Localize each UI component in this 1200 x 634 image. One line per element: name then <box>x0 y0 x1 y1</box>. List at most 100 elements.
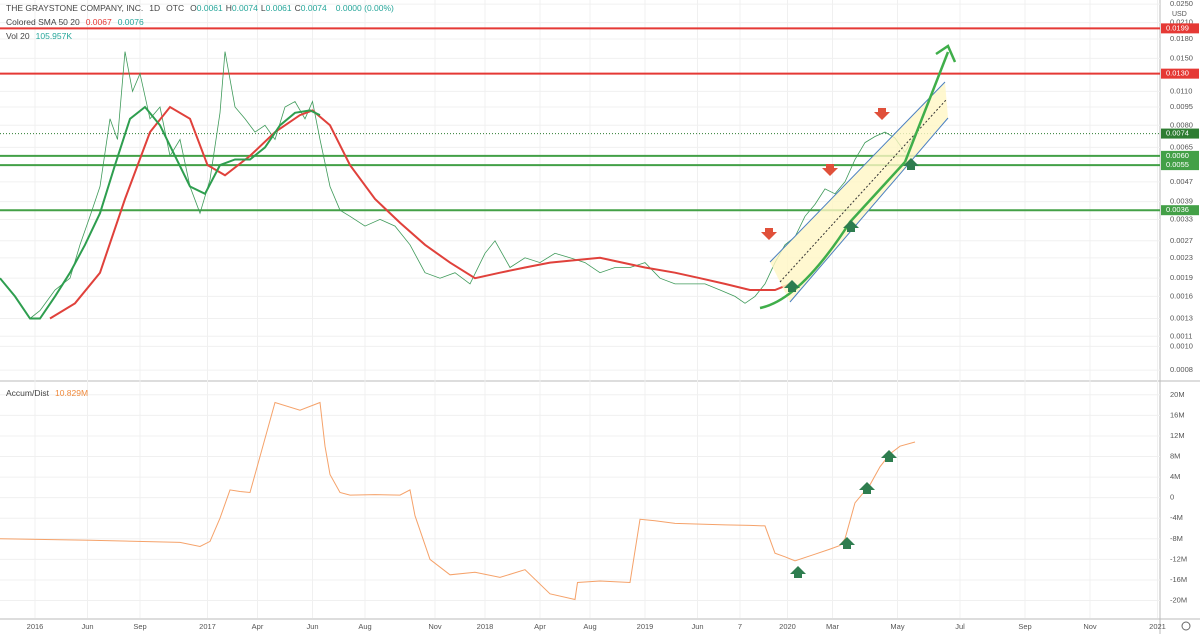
x-tick-label: Mar <box>826 622 839 631</box>
x-tick-label: Jun <box>81 622 93 631</box>
drawings <box>759 44 1191 631</box>
ohlc-key: H <box>225 3 232 13</box>
ad-legend: Accum/Dist 10.829M <box>6 388 88 398</box>
x-tick-label: Jul <box>955 622 965 631</box>
channel-top <box>769 81 946 263</box>
indicator-value: 105.957K <box>35 31 73 41</box>
y-tick-label: -4M <box>1170 513 1183 522</box>
y-tick-label: -20M <box>1170 595 1187 604</box>
level-label: 0.0130 <box>1166 69 1189 78</box>
indicator-value: 0.0067 <box>85 17 112 27</box>
x-tick-label: Apr <box>534 622 546 631</box>
level-label-bg <box>1161 205 1199 216</box>
y-tick-label: 0.0027 <box>1170 236 1193 245</box>
ohlc-key: O <box>190 3 197 13</box>
y-tick-label: 0.0047 <box>1170 177 1193 186</box>
y-tick-label: 0.0019 <box>1170 273 1193 282</box>
level-label-bg <box>1161 23 1199 34</box>
buy-arrows <box>784 158 919 578</box>
ohlc-value: 0.0061 <box>265 3 292 13</box>
indicator-value: 0.0076 <box>117 17 144 27</box>
indicator-name: Vol 20 <box>6 31 30 41</box>
y-tick-label: 0.0150 <box>1170 53 1193 62</box>
level-label: 0.0055 <box>1166 160 1189 169</box>
x-tick-label: 7 <box>738 622 742 631</box>
x-tick-label: Sep <box>1018 622 1031 631</box>
level-label: 0.0060 <box>1166 151 1189 160</box>
x-tick-label: Aug <box>583 622 596 631</box>
x-tick-label: 2019 <box>637 622 654 631</box>
y-tick-label: 0.0033 <box>1170 214 1193 223</box>
last-price-label: 0.0074 <box>1166 129 1189 138</box>
x-tick-label: 2017 <box>199 622 216 631</box>
y-tick-label: 0.0180 <box>1170 34 1193 43</box>
y-tick-label: -8M <box>1170 534 1183 543</box>
x-tick-label: May <box>890 622 904 631</box>
y-tick-label: 0.0210 <box>1170 18 1193 27</box>
y-tick-label: 0.0065 <box>1170 142 1193 151</box>
symbol-legend: THE GRAYSTONE COMPANY, INC. 1D OTC O0.00… <box>6 3 394 13</box>
interval: 1D <box>149 3 161 13</box>
y-tick-label: -12M <box>1170 554 1187 563</box>
x-tick-label: 2018 <box>477 622 494 631</box>
sell-arrows <box>761 108 890 240</box>
y-tick-label: 0.0008 <box>1170 365 1193 374</box>
level-label: 0.0199 <box>1166 23 1189 32</box>
arrow-head <box>935 44 957 63</box>
y-tick-label: 16M <box>1170 410 1185 419</box>
indicator-value: 10.829M <box>54 388 89 398</box>
series-line <box>0 105 321 320</box>
projection-arrow <box>903 51 950 163</box>
x-tick-label: 2016 <box>27 622 44 631</box>
channel-fill <box>770 82 948 302</box>
x-tick-label: Nov <box>428 622 442 631</box>
y-tick-label: 0.0080 <box>1170 120 1193 129</box>
level-label-bg <box>1161 150 1199 161</box>
y-tick-label: 4M <box>1170 472 1180 481</box>
ohlc-value: 0.0061 <box>196 3 223 13</box>
indicator-name: Accum/Dist <box>6 388 49 398</box>
y-tick-label: 8M <box>1170 451 1180 460</box>
symbol-title: THE GRAYSTONE COMPANY, INC. <box>6 3 144 13</box>
level-label: 0.0036 <box>1166 205 1189 214</box>
y-tick-label: -16M <box>1170 575 1187 584</box>
x-tick-label: Jun <box>691 622 703 631</box>
y-tick-label: 0.0010 <box>1170 341 1193 350</box>
ohlc: O0.0061 H0.0074 L0.0061 C0.0074 <box>190 3 330 13</box>
vol-legend: Vol 20 105.957K <box>6 31 72 41</box>
trend-line <box>759 161 906 310</box>
ohlc-key: C <box>294 3 301 13</box>
level-label-bg <box>1161 160 1199 171</box>
ohlc-value: 0.0074 <box>300 3 327 13</box>
level-label-bg <box>1161 68 1199 79</box>
x-tick-label: Aug <box>358 622 371 631</box>
y-tick-label: 0.0250 <box>1170 0 1193 8</box>
y-tick-label: 12M <box>1170 431 1185 440</box>
change: 0.0000 (0.00%) <box>335 3 394 13</box>
y-tick-label: 0.0016 <box>1170 291 1193 300</box>
y-tick-label: 0.0011 <box>1170 331 1192 340</box>
y-tick-label: 0.0110 <box>1170 86 1192 95</box>
y-tick-label: 20M <box>1170 390 1185 399</box>
x-tick-label: Nov <box>1083 622 1097 631</box>
indicator-name: Colored SMA 50 20 <box>6 17 80 27</box>
series-line <box>0 401 916 601</box>
x-tick-label: Sep <box>133 622 146 631</box>
y-tick-label: 0.0013 <box>1170 313 1193 322</box>
x-tick-label: Apr <box>252 622 264 631</box>
currency: USD <box>1172 11 1187 18</box>
exchange: OTC <box>166 3 185 13</box>
y-tick-label: 0.0023 <box>1170 253 1193 262</box>
series-line <box>49 105 791 320</box>
y-tick-label: 0 <box>1170 493 1174 502</box>
last-price-bg <box>1161 128 1199 139</box>
sma-legend: Colored SMA 50 20 0.0067 0.0076 <box>6 17 144 27</box>
y-tick-label: 0.0095 <box>1170 102 1193 111</box>
settings-icon[interactable] <box>1181 621 1191 631</box>
x-tick-label: 2020 <box>779 622 796 631</box>
x-tick-label: 2021 <box>1149 622 1166 631</box>
x-tick-label: Jun <box>306 622 318 631</box>
